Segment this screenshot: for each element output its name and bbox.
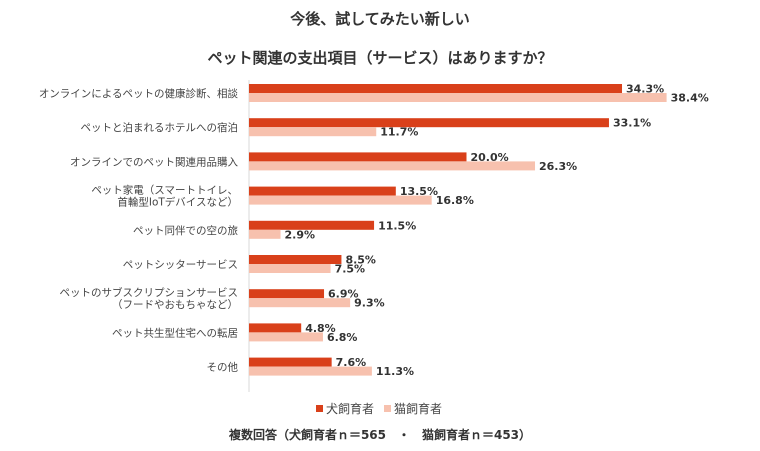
value-label-dog-4: 13.5%	[400, 185, 438, 198]
category-label-4-line2: 首輪型IoTデバイスなど）	[117, 196, 238, 209]
bar-dog-2	[249, 118, 609, 128]
bar-dog-3	[249, 152, 467, 162]
value-label-dog-5: 11.5%	[378, 219, 416, 232]
value-label-cat-7: 9.3%	[354, 297, 385, 310]
bar-dog-4	[249, 186, 396, 196]
chart-title-line1: 今後、試してみたい新しい	[290, 10, 470, 28]
category-label-4-line1: ペット家電（スマートトイレ、	[91, 184, 238, 197]
category-label-5: ペット同伴での空の旅	[133, 224, 238, 237]
legend-swatch-dog	[316, 405, 323, 412]
value-label-cat-9: 11.3%	[376, 365, 414, 378]
legend-item-cat: 猫飼育者	[384, 400, 442, 417]
bar-dog-8	[249, 323, 302, 333]
legend-label-dog: 犬飼育者	[326, 402, 375, 416]
category-label-2: ペットと泊まれるホテルへの宿泊	[81, 121, 239, 134]
bar-dog-5	[249, 220, 375, 230]
sample-size-note: 複数回答（犬飼育者ｎ＝565 ・ 猫飼育者ｎ＝453）	[228, 428, 532, 442]
bar-dog-6	[249, 255, 342, 264]
value-label-cat-6: 7.5%	[335, 263, 366, 276]
bar-cat-5	[249, 229, 281, 239]
value-label-cat-8: 6.8%	[327, 331, 358, 344]
bar-cat-3	[249, 161, 536, 171]
value-label-dog-9: 7.6%	[336, 356, 367, 369]
bar-dog-7	[249, 289, 325, 299]
category-label-6: ペットシッターサービス	[123, 259, 238, 271]
value-label-dog-1: 34.3%	[626, 83, 664, 96]
value-label-dog-3: 20.0%	[471, 151, 509, 164]
category-label-7-line2: （フードやおもちゃなど）	[112, 299, 238, 311]
category-label-7-line1: ペットのサブスクリプションサービス	[60, 286, 239, 299]
category-label-1: オンラインによるペットの健康診断、相談	[39, 87, 239, 100]
bar-cat-4	[249, 195, 432, 205]
bar-cat-7	[249, 298, 351, 308]
value-label-cat-5: 2.9%	[285, 228, 316, 241]
category-label-8: ペット共生型住宅への転居	[112, 326, 238, 339]
bar-dog-9	[249, 357, 332, 367]
value-label-dog-2: 33.1%	[613, 117, 651, 130]
bar-cat-6	[249, 264, 331, 273]
value-label-dog-6: 8.5%	[345, 254, 376, 267]
bar-cat-1	[249, 93, 667, 102]
value-label-dog-7: 6.9%	[328, 288, 359, 301]
bar-dog-1	[249, 84, 623, 93]
legend: 犬飼育者 猫飼育者	[316, 400, 452, 417]
legend-swatch-cat	[384, 405, 392, 412]
value-label-dog-8: 4.8%	[305, 322, 336, 335]
bar-cat-8	[249, 332, 323, 342]
chart-title-line2: ペット関連の支出項目（サービス）はありますか？	[207, 49, 553, 67]
legend-label-cat: 猫飼育者	[394, 402, 443, 416]
value-label-cat-1: 38.4%	[671, 92, 709, 105]
category-label-3: オンラインでのペット関連用品購入	[70, 155, 238, 168]
bar-cat-9	[249, 366, 372, 376]
legend-item-dog: 犬飼育者	[316, 400, 374, 417]
value-label-cat-4: 16.8%	[436, 194, 474, 207]
category-label-9: その他	[207, 361, 239, 374]
value-label-cat-3: 26.3%	[539, 160, 577, 173]
value-label-cat-2: 11.7%	[380, 126, 418, 139]
bar-cat-2	[249, 127, 377, 137]
